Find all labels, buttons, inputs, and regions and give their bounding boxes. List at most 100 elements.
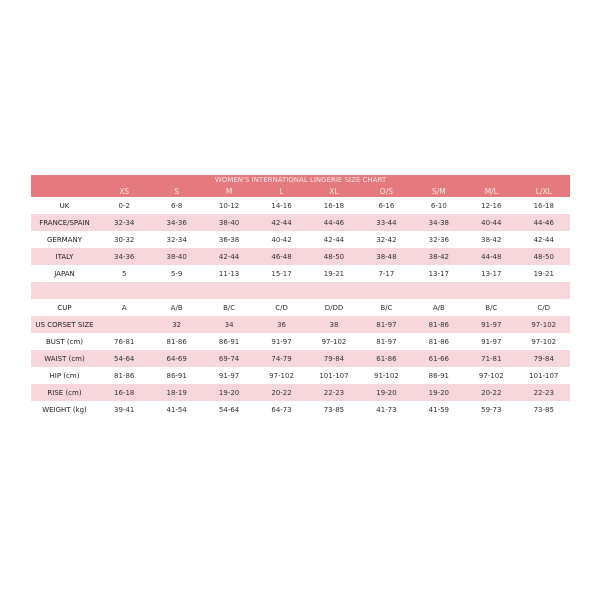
table-cell: 69-74 [202,350,256,367]
table-cell: 42-44 [255,214,308,231]
table-cell: 19-20 [360,384,413,401]
table-cell: 22-23 [307,384,361,401]
table-cell: 32-42 [376,235,397,244]
table-row: UK 0-2 6-8 10-12 14-16 16-18 6-16 6-10 12-16 16-1… [31,197,570,214]
table-cell: 34 [202,316,256,333]
size-chart-table: WOMEN'S INTERNATIONAL LINGERIE SIZE CHAR… [31,175,570,418]
table-cell: 73-85 [323,405,345,414]
table-cell: A [121,303,127,312]
table-cell: 5-9 [170,269,183,278]
table-cell: 81-86 [166,337,187,346]
row-label: ITALY [31,248,98,265]
table-cell: 19-20 [202,384,256,401]
size-header: M [202,185,256,197]
table-cell: 44-46 [307,214,361,231]
table-cell: 42-44 [323,235,345,244]
row-label: JAPAN [54,269,75,278]
table-cell: 15-17 [271,269,292,278]
table-cell: 61-66 [412,350,466,367]
table-cell [307,282,361,299]
table-cell: 6-16 [378,201,395,210]
table-cell: 48-50 [517,248,570,265]
table-cell: D/DD [324,303,344,312]
table-cell: 81-97 [360,316,413,333]
table-cell: 86-91 [166,371,187,380]
table-cell: 30-32 [114,235,135,244]
table-cell: 16-18 [323,201,345,210]
table-cell: A/B [170,303,183,312]
table-row: JAPAN 5 5-9 11-13 15-17 19-21 7-17 13-17 13-17 19… [31,265,570,282]
table-cell: 81-86 [412,316,466,333]
table-cell: 97-102 [531,337,557,346]
table-row: ITALY 34-36 38-40 42-44 46-48 48-50 38-48 38-42… [31,248,570,265]
table-cell: 38-42 [412,248,466,265]
table-cell: 64-69 [150,350,203,367]
table-row: US CORSET SIZE 32 34 36 38 81-97 81-86 91-97 97-… [31,316,570,333]
table-cell: 36-38 [218,235,240,244]
table-row: HIP (cm) 81-86 86-91 91-97 97-102 101-107 91-1… [31,367,570,384]
table-cell: 38 [307,316,361,333]
row-label: GERMANY [46,235,83,244]
table-cell: 11-13 [218,269,240,278]
table-row: WEIGHT (kg) 39-41 41-54 54-64 64-73 73-85 41-7… [31,401,570,418]
table-cell: 46-48 [255,248,308,265]
table-cell: 38-40 [150,248,203,265]
table-cell: 97-102 [321,337,347,346]
table-cell: 91-97 [271,337,292,346]
table-cell: 81-97 [376,337,397,346]
table-cell: 101-107 [529,371,559,380]
table-cell: 44-48 [465,248,518,265]
table-row: FRANCE/SPAIN 32-34 34-36 38-40 42-44 44-46 33-… [31,214,570,231]
table-cell: 34-38 [412,214,466,231]
table-cell: 86-91 [218,337,240,346]
table-cell: 20-22 [465,384,518,401]
table-cell: 48-50 [307,248,361,265]
row-label: WEIGHT (kg) [42,405,87,414]
table-cell: 97-102 [269,371,294,380]
table-cell: 16-18 [533,201,554,210]
table-cell: 18-19 [150,384,203,401]
table-cell: 41-54 [166,405,187,414]
size-header: L [255,185,308,197]
table-cell: 91-97 [481,337,502,346]
table-cell: 101-107 [319,371,349,380]
table-cell [255,282,308,299]
table-cell: 32 [150,316,203,333]
table-cell: 34-36 [98,248,151,265]
table-cell: 34-36 [150,214,203,231]
table-cell: C/D [275,303,288,312]
table-row: GERMANY 30-32 32-34 36-38 40-42 42-44 32-42 32-… [31,231,570,248]
header-blank [31,185,98,197]
row-label: US CORSET SIZE [31,316,98,333]
table-cell: 19-21 [323,269,345,278]
table-cell [412,282,466,299]
table-cell: 6-10 [430,201,447,210]
size-header-row: XS S M L XL O/S S/M M/L L/XL [31,185,570,197]
table-cell: A/B [432,303,445,312]
table-cell: 16-18 [98,384,151,401]
table-cell: 32-34 [98,214,151,231]
table-cell: 91-102 [374,371,399,380]
table-cell: 42-44 [202,248,256,265]
table-cell: 10-12 [218,201,240,210]
table-row: CUP A A/B B/C C/D D/DD B/C A/B B/C C/D [31,299,570,316]
table-row: WAIST (cm) 54-64 64-69 69-74 74-79 79-84 61-86… [31,350,570,367]
table-cell: 59-73 [481,405,502,414]
row-label: HIP (cm) [49,371,80,380]
size-header: M/L [465,185,518,197]
table-cell: 13-17 [428,269,450,278]
table-cell: 7-17 [378,269,395,278]
table-cell: 91-97 [465,316,518,333]
table-cell: B/C [485,303,498,312]
row-label: FRANCE/SPAIN [31,214,98,231]
table-cell: 97-102 [517,316,570,333]
row-label: UK [59,201,70,210]
table-cell: 20-22 [255,384,308,401]
row-label: BUST (cm) [46,337,83,346]
table-cell: 54-64 [218,405,240,414]
table-cell: 79-84 [307,350,361,367]
table-cell: 19-21 [533,269,554,278]
table-cell: 0-2 [118,201,130,210]
table-cell: 86-91 [428,371,450,380]
row-label: RISE (cm) [31,384,98,401]
